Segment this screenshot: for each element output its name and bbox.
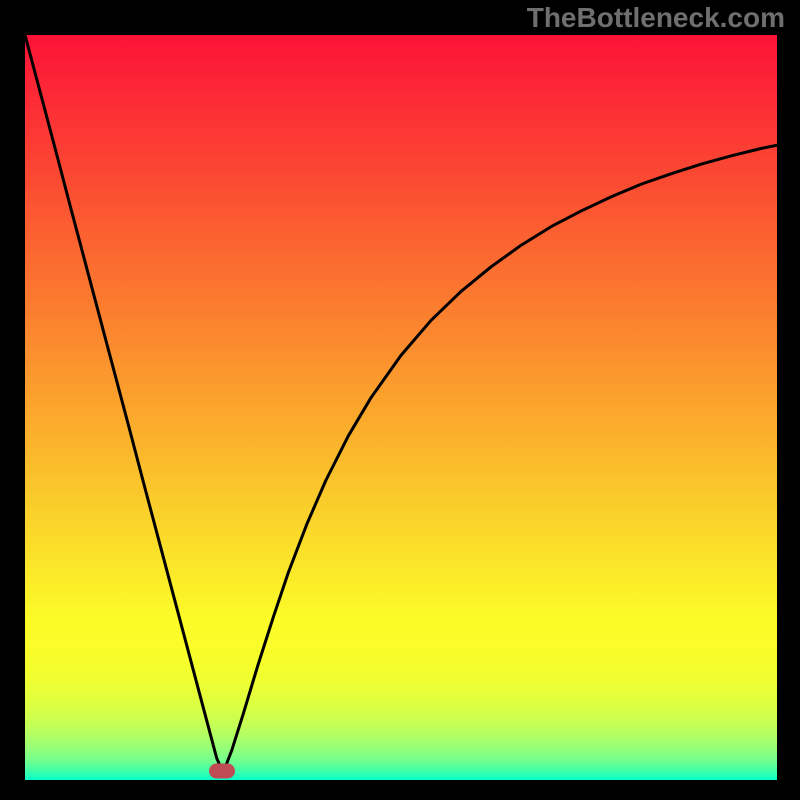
watermark-text: TheBottleneck.com: [527, 2, 785, 34]
plot-area: [25, 35, 777, 780]
gradient-background: [25, 35, 777, 780]
minimum-marker: [209, 764, 235, 779]
chart-svg: [25, 35, 777, 780]
